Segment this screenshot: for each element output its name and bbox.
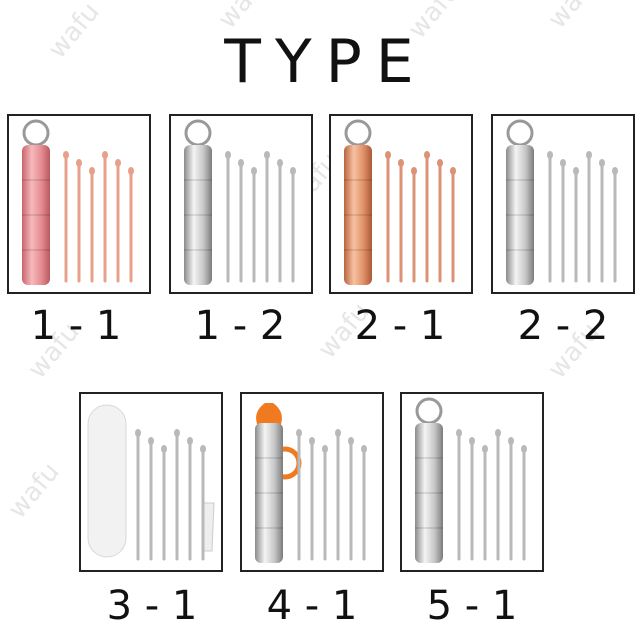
tool-head [76,159,82,167]
tool-head [450,167,456,175]
tool-head [200,445,206,453]
tool-head [322,445,328,453]
option-label: 2 - 2 [518,303,609,349]
tool-head [135,429,141,437]
type-options: 1 - 1 1 - 2 2 - 1 2 - 2 3 - 1 4 - 1 5 - 1 [7,114,635,629]
type-option[interactable]: 4 - 1 [240,392,384,629]
option-label: 3 - 1 [107,583,198,629]
tool-head [348,437,354,445]
tool-head [148,437,154,445]
tool-head [508,437,514,445]
tool-head [309,437,315,445]
page-title: TYPE [223,27,427,97]
tool-head [521,445,527,453]
clip [256,403,282,429]
tool-head [290,167,296,175]
type-option[interactable]: 1 - 2 [169,114,313,349]
tube [506,145,534,285]
tool-head [174,429,180,437]
type-option[interactable]: 1 - 1 [7,114,151,349]
tool-head [398,159,404,167]
tool-head [599,159,605,167]
tube [415,423,443,563]
tool-head [296,429,302,437]
tool-head [424,151,430,159]
tool-head [251,167,257,175]
clear-case [87,404,127,558]
type-option[interactable]: 3 - 1 [79,392,223,629]
tool-head [411,167,417,175]
tool-head [482,445,488,453]
tool-head [547,151,553,159]
option-label: 1 - 2 [195,303,286,349]
cap [203,502,215,552]
tool-head [161,445,167,453]
tube [344,145,372,285]
tool-head [361,445,367,453]
tool-head [573,167,579,175]
type-option[interactable]: 5 - 1 [400,392,544,629]
option-label: 1 - 1 [31,303,122,349]
tool-head [238,159,244,167]
type-option[interactable]: 2 - 1 [329,114,473,349]
option-label: 4 - 1 [267,583,358,629]
tool-head [277,159,283,167]
tool-head [128,167,134,175]
tool-head [102,151,108,159]
tool-head [187,437,193,445]
tube [255,423,283,563]
tool-head [63,151,69,159]
tool-head [560,159,566,167]
tool-head [225,151,231,159]
tool-head [586,151,592,159]
tool-head [495,429,501,437]
type-option[interactable]: 2 - 2 [491,114,635,349]
tool-head [469,437,475,445]
tool-head [89,167,95,175]
option-label: 5 - 1 [427,583,518,629]
tool-head [335,429,341,437]
tool-head [612,167,618,175]
tool-head [437,159,443,167]
watermark: wafu [42,0,105,64]
tool-head [456,429,462,437]
option-label: 2 - 1 [355,303,446,349]
tube [22,145,50,285]
tool-head [385,151,391,159]
watermark: wafu [2,457,65,524]
watermark: wafu [542,0,605,34]
tool-head [264,151,270,159]
tool-head [115,159,121,167]
tube [184,145,212,285]
